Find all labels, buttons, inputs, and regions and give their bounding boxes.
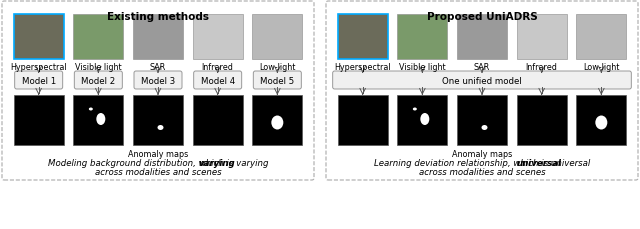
Bar — [516, 15, 566, 60]
Bar — [457, 95, 507, 145]
Text: varying: varying — [198, 158, 235, 167]
Bar — [193, 15, 243, 60]
Text: across modalities and scenes: across modalities and scenes — [419, 167, 545, 176]
Text: Model 3: Model 3 — [141, 76, 175, 85]
Bar — [577, 95, 627, 145]
Bar — [397, 95, 447, 145]
Bar — [457, 15, 507, 60]
Text: Anomaly maps: Anomaly maps — [452, 149, 512, 158]
Text: across modalities and scenes: across modalities and scenes — [95, 167, 221, 176]
Text: Visible light: Visible light — [399, 63, 445, 72]
Text: Existing methods: Existing methods — [107, 12, 209, 22]
Text: Hyperspectral: Hyperspectral — [334, 63, 391, 72]
Text: Model 5: Model 5 — [260, 76, 294, 85]
Ellipse shape — [97, 114, 106, 125]
Ellipse shape — [413, 108, 417, 111]
Bar — [13, 95, 63, 145]
Text: Infrared: Infrared — [525, 63, 557, 72]
Ellipse shape — [481, 125, 488, 131]
Bar — [74, 15, 124, 60]
Ellipse shape — [157, 125, 163, 131]
Text: Anomaly maps: Anomaly maps — [128, 149, 188, 158]
Text: Visible light: Visible light — [75, 63, 122, 72]
Bar — [338, 15, 388, 60]
Text: Model 1: Model 1 — [22, 76, 56, 85]
FancyBboxPatch shape — [74, 72, 122, 90]
FancyBboxPatch shape — [253, 72, 301, 90]
Text: Low-light: Low-light — [583, 63, 620, 72]
Text: Model 2: Model 2 — [81, 76, 115, 85]
Bar — [133, 95, 183, 145]
Bar — [133, 15, 183, 60]
Bar — [193, 95, 243, 145]
Text: Infrared: Infrared — [202, 63, 234, 72]
Ellipse shape — [420, 114, 429, 125]
Bar — [397, 15, 447, 60]
FancyBboxPatch shape — [194, 72, 242, 90]
Text: SAR: SAR — [150, 63, 166, 72]
Bar — [74, 95, 124, 145]
Bar — [338, 95, 388, 145]
Text: Modeling background distribution, which is varying: Modeling background distribution, which … — [48, 158, 268, 167]
Bar — [252, 15, 302, 60]
Ellipse shape — [595, 116, 607, 130]
Text: Model 4: Model 4 — [200, 76, 235, 85]
Bar — [13, 15, 63, 60]
Text: universal: universal — [516, 158, 562, 167]
Text: Low-light: Low-light — [259, 63, 296, 72]
Text: SAR: SAR — [474, 63, 490, 72]
Ellipse shape — [89, 108, 93, 111]
FancyBboxPatch shape — [134, 72, 182, 90]
Text: Hyperspectral: Hyperspectral — [10, 63, 67, 72]
Text: Learning deviation relationship, which is universal: Learning deviation relationship, which i… — [374, 158, 590, 167]
Bar — [252, 95, 302, 145]
Text: One unified model: One unified model — [442, 76, 522, 85]
Ellipse shape — [271, 116, 284, 130]
Bar — [577, 15, 627, 60]
FancyBboxPatch shape — [333, 72, 631, 90]
Bar — [516, 95, 566, 145]
FancyBboxPatch shape — [15, 72, 63, 90]
Text: Proposed UniADRS: Proposed UniADRS — [427, 12, 538, 22]
